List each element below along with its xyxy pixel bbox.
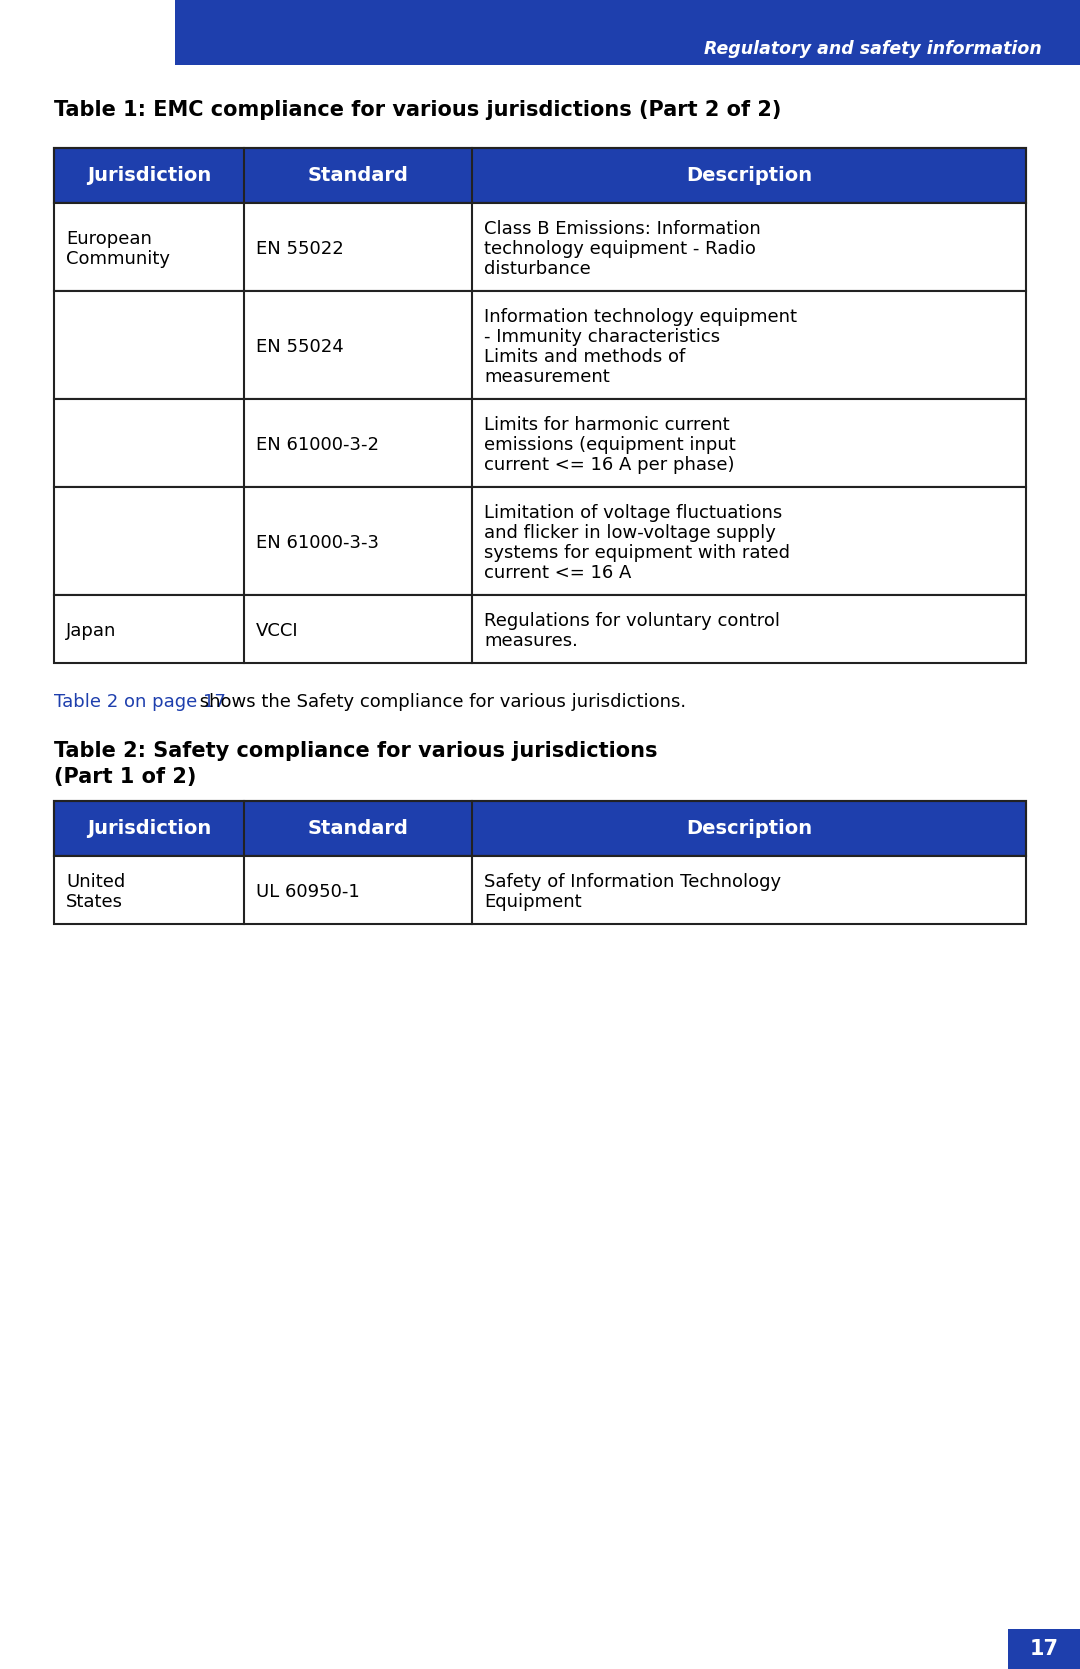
Text: (Part 1 of 2): (Part 1 of 2)	[54, 768, 197, 788]
Text: EN 55022: EN 55022	[256, 240, 343, 259]
Text: - Immunity characteristics: - Immunity characteristics	[484, 329, 720, 345]
Text: Safety of Information Technology: Safety of Information Technology	[484, 873, 781, 891]
Bar	[1008, 1629, 1080, 1669]
Text: Regulations for voluntary control: Regulations for voluntary control	[484, 613, 780, 629]
Bar	[54, 399, 1026, 487]
Bar	[54, 149, 1026, 204]
Text: 17: 17	[1029, 1639, 1058, 1659]
Text: technology equipment - Radio: technology equipment - Radio	[484, 240, 756, 259]
Bar	[54, 801, 1026, 856]
Text: VCCI: VCCI	[256, 623, 298, 639]
Text: Jurisdiction: Jurisdiction	[86, 165, 211, 185]
Text: Class B Emissions: Information: Class B Emissions: Information	[484, 220, 760, 239]
Bar	[54, 149, 1026, 204]
Text: States: States	[66, 893, 123, 911]
Bar	[54, 487, 1026, 596]
Text: and flicker in low-voltage supply: and flicker in low-voltage supply	[484, 524, 775, 542]
Text: Description: Description	[686, 165, 812, 185]
Text: shows the Safety compliance for various jurisdictions.: shows the Safety compliance for various …	[194, 693, 687, 711]
Text: Description: Description	[686, 819, 812, 838]
Text: emissions (equipment input: emissions (equipment input	[484, 436, 735, 454]
Text: United: United	[66, 873, 125, 891]
Text: Limitation of voltage fluctuations: Limitation of voltage fluctuations	[484, 504, 782, 522]
Text: current <= 16 A per phase): current <= 16 A per phase)	[484, 456, 734, 474]
Text: systems for equipment with rated: systems for equipment with rated	[484, 544, 789, 562]
Bar	[175, 0, 1080, 65]
Bar	[54, 204, 1026, 290]
Text: Regulatory and safety information: Regulatory and safety information	[704, 40, 1042, 58]
Text: current <= 16 A: current <= 16 A	[484, 564, 632, 582]
Text: Community: Community	[66, 250, 170, 269]
Text: Standard: Standard	[308, 165, 408, 185]
Text: Table 2: Safety compliance for various jurisdictions: Table 2: Safety compliance for various j…	[54, 741, 658, 761]
Text: Information technology equipment: Information technology equipment	[484, 309, 797, 325]
Text: Equipment: Equipment	[484, 893, 582, 911]
Text: EN 61000-3-2: EN 61000-3-2	[256, 436, 379, 454]
Text: Limits for harmonic current: Limits for harmonic current	[484, 416, 730, 434]
Text: European: European	[66, 230, 152, 249]
Bar	[54, 856, 1026, 925]
Text: Table 1: EMC compliance for various jurisdictions (Part 2 of 2): Table 1: EMC compliance for various juri…	[54, 100, 781, 120]
Text: Standard: Standard	[308, 819, 408, 838]
Bar	[54, 596, 1026, 663]
Text: measures.: measures.	[484, 633, 578, 649]
Bar	[54, 801, 1026, 856]
Text: EN 61000-3-3: EN 61000-3-3	[256, 534, 379, 552]
Text: Table 2 on page 17: Table 2 on page 17	[54, 693, 226, 711]
Bar	[54, 290, 1026, 399]
Text: UL 60950-1: UL 60950-1	[256, 883, 360, 901]
Text: Limits and methods of: Limits and methods of	[484, 349, 685, 366]
Text: EN 55024: EN 55024	[256, 339, 343, 355]
Text: Japan: Japan	[66, 623, 117, 639]
Text: Jurisdiction: Jurisdiction	[86, 819, 211, 838]
Text: measurement: measurement	[484, 367, 610, 386]
Text: disturbance: disturbance	[484, 260, 591, 279]
